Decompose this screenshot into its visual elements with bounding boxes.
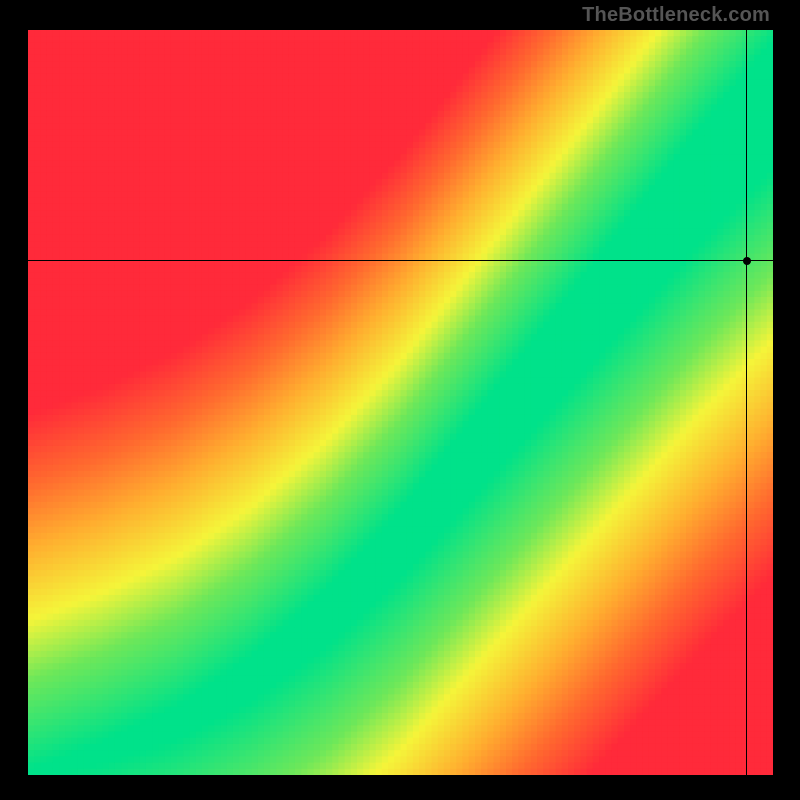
- watermark-text: TheBottleneck.com: [582, 4, 770, 27]
- crosshair-vertical: [746, 30, 747, 775]
- crosshair-horizontal: [28, 260, 773, 261]
- chart-container: TheBottleneck.com: [0, 0, 800, 800]
- bottleneck-heatmap: [28, 30, 773, 775]
- marker-dot: [743, 257, 751, 265]
